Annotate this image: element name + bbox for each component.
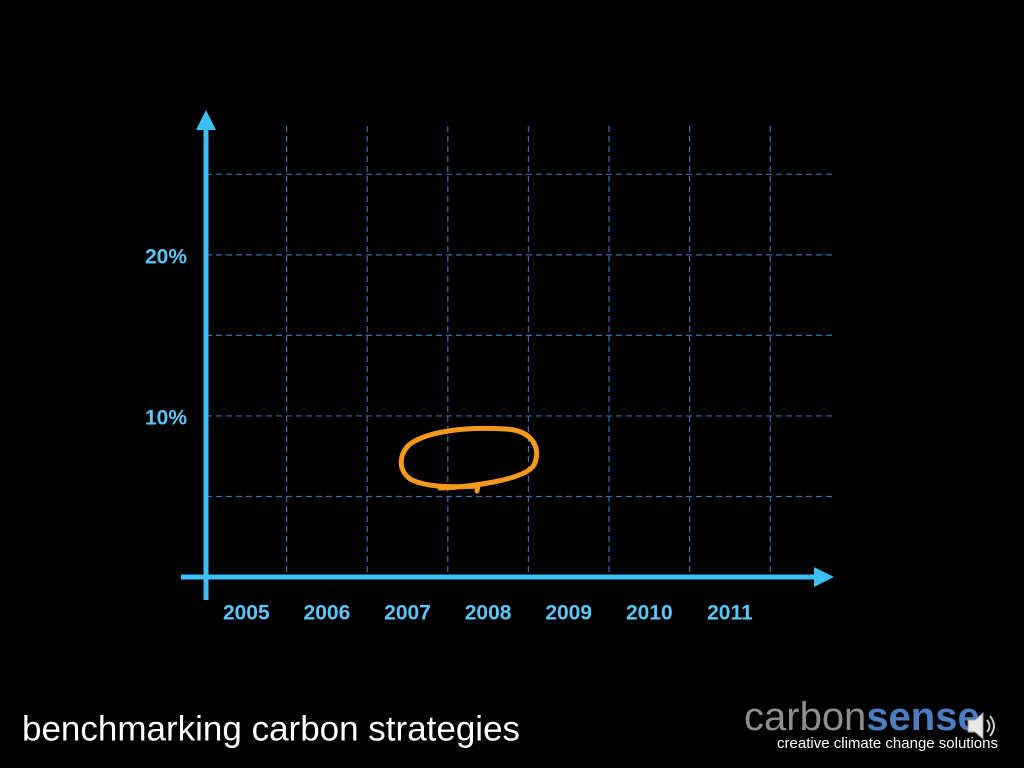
x-tick-label: 2008 [465, 602, 512, 625]
slide-title: benchmarking carbon strategies [22, 709, 520, 748]
y-tick-label: 20% [145, 245, 187, 268]
tagline: creative climate change solutions [777, 735, 998, 752]
y-tick-label: 10% [145, 406, 187, 429]
logo-left: carbon [744, 695, 866, 739]
highlight-ellipse [398, 425, 540, 494]
x-tick-label: 2007 [384, 602, 431, 625]
y-axis-arrow [196, 110, 216, 130]
x-tick-label: 2010 [626, 602, 673, 625]
x-tick-label: 2006 [304, 602, 351, 625]
logo-right: sense [866, 695, 979, 739]
chart: 10% 20% 2005 2006 2007 2008 2009 2010 2011 [145, 110, 834, 625]
x-tick-label: 2005 [223, 602, 270, 625]
x-tick-label: 2011 [707, 602, 753, 625]
speaker-icon[interactable] [967, 711, 995, 741]
x-axis-arrow [814, 567, 834, 587]
logo: carbonsense [744, 695, 980, 739]
x-tick-label: 2009 [545, 602, 592, 625]
